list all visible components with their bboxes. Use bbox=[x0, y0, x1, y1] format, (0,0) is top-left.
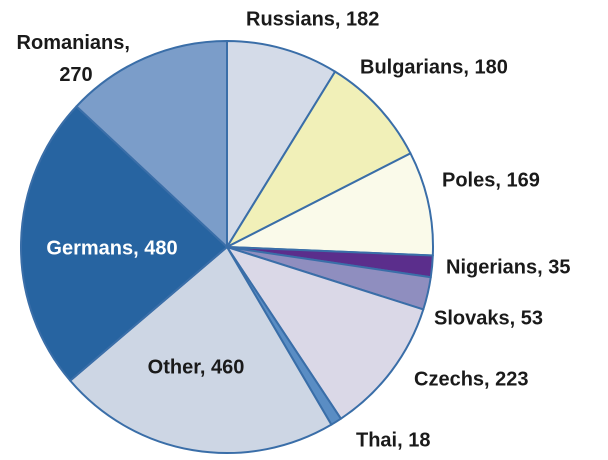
pie-slice bbox=[226, 246, 425, 420]
slice-label: Thai, 18 bbox=[356, 429, 430, 451]
pie-slice bbox=[226, 152, 434, 257]
slice-label: Russians, 182 bbox=[246, 8, 379, 30]
slice-label: Other, 460 bbox=[148, 356, 245, 378]
label-line: 270 bbox=[59, 64, 92, 86]
pie-slice bbox=[226, 40, 337, 248]
pie-slice bbox=[69, 246, 333, 454]
slice-label: Bulgarians, 180 bbox=[360, 56, 508, 78]
slice-label: Germans, 480 bbox=[46, 237, 177, 259]
label-line: Romanians, bbox=[17, 32, 136, 54]
slice-label: Poles, 169 bbox=[442, 169, 540, 191]
pie-slice bbox=[226, 70, 412, 248]
slice-label: Slovaks, 53 bbox=[434, 307, 543, 329]
slice-label: Romanians, 270 bbox=[17, 32, 136, 86]
slice-label: Nigerians, 35 bbox=[446, 256, 571, 278]
pie-slice bbox=[20, 105, 228, 382]
pie-slice bbox=[75, 40, 228, 248]
slice-label: Czechs, 223 bbox=[414, 368, 529, 390]
